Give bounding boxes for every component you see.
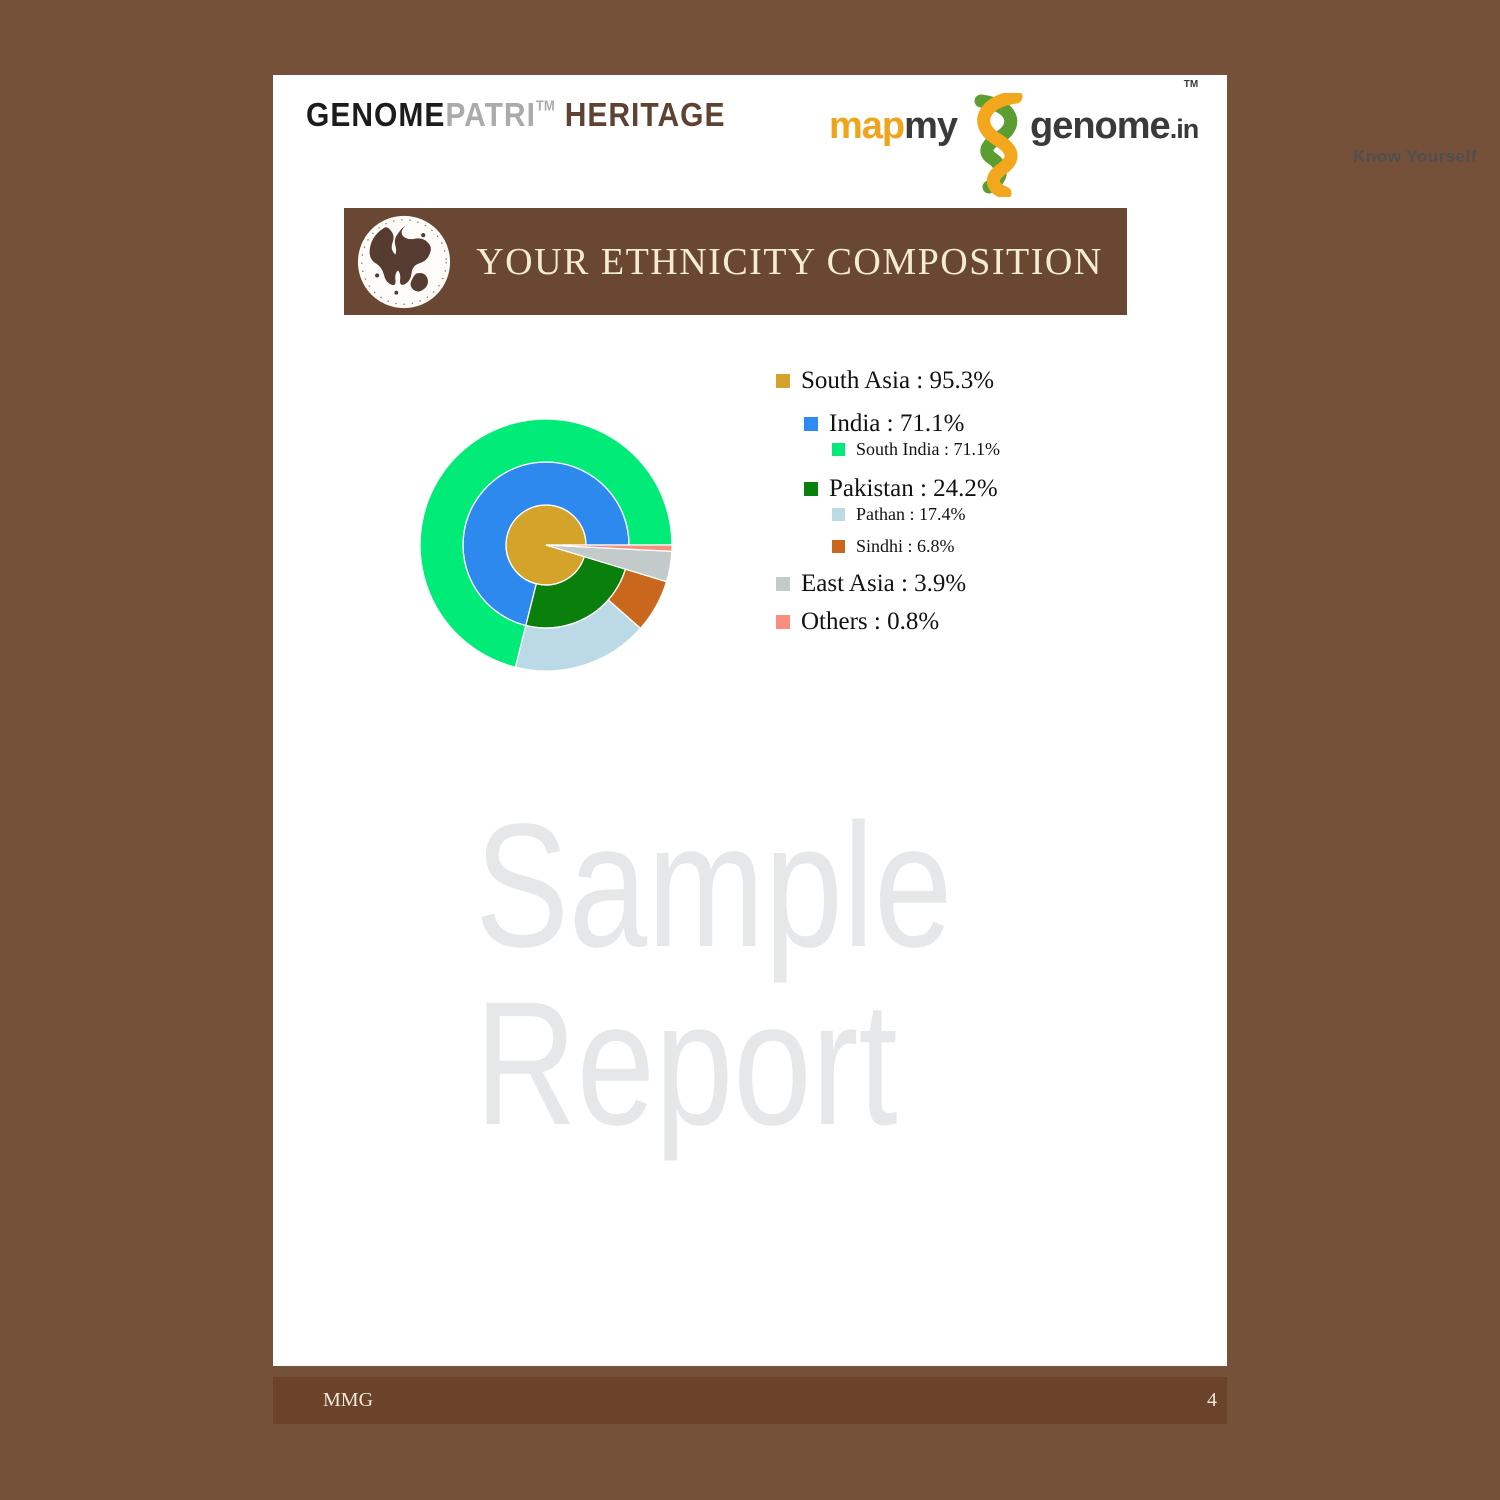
sample-report-watermark: Sample Report <box>475 797 952 1153</box>
brand-patri-text: PATRI <box>445 97 536 134</box>
legend-item: East Asia : 3.9% <box>776 569 1196 599</box>
ethnicity-sunburst-chart <box>419 418 673 672</box>
legend-item: India : 71.1% <box>776 409 1196 439</box>
legend-label: South India : 71.1% <box>856 439 1000 459</box>
logo-tagline: Know Yourself <box>1353 147 1477 166</box>
page-number: 4 <box>1207 1389 1217 1411</box>
report-page: GENOMEPATRITM HERITAGE mapmy genome TM .in … <box>273 75 1477 1366</box>
sunburst-slice-others <box>545 544 673 553</box>
legend-item: Others : 0.8% <box>776 607 1196 637</box>
watermark-line: Report <box>475 966 898 1162</box>
logo-mapmy-text: mapmy <box>829 105 958 148</box>
legend-swatch <box>832 540 845 553</box>
dna-helix-icon <box>974 93 1023 197</box>
chart-legend: South Asia : 95.3% India : 71.1% South Ind… <box>776 366 1196 637</box>
logo-my-text: my <box>904 105 958 147</box>
genomepatri-heritage-logo: GENOMEPATRITM HERITAGE <box>306 97 725 135</box>
legend-swatch <box>776 374 790 388</box>
legend-swatch <box>804 482 818 496</box>
logo-in-text: .in <box>1169 114 1199 144</box>
trademark-symbol: TM <box>1183 79 1199 90</box>
legend-swatch <box>832 508 845 521</box>
legend-item: Sindhi : 6.8% <box>776 536 1196 557</box>
mapmygenome-logo: mapmy genome TM .in Know Yourself <box>829 79 1479 213</box>
legend-label: East Asia : 3.9% <box>801 570 967 597</box>
legend-label: Sindhi : 6.8% <box>856 536 955 556</box>
legend-label: India : 71.1% <box>829 410 965 437</box>
footer-bar: MMG 4 <box>273 1377 1227 1424</box>
sunburst-slice-south-india <box>419 418 673 669</box>
legend-label: South Asia : 95.3% <box>801 367 995 394</box>
legend-swatch <box>776 615 790 629</box>
section-title: YOUR ETHNICITY COMPOSITION <box>476 240 1103 283</box>
legend-item: South Asia : 95.3% <box>776 366 1196 396</box>
legend-item: Pathan : 17.4% <box>776 504 1196 525</box>
logo-map-text: map <box>829 105 905 147</box>
footer-brand: MMG <box>323 1389 374 1411</box>
legend-swatch <box>804 417 818 431</box>
logo-genome-word: genome <box>1030 105 1171 147</box>
watermark-line: Sample <box>475 788 953 984</box>
globe-icon <box>357 215 451 308</box>
brand-genome-text: GENOME <box>306 97 446 134</box>
logo-genome-text: genome TM .in <box>1030 79 1199 148</box>
legend-swatch <box>832 443 845 456</box>
legend-label: Pathan : 17.4% <box>856 504 966 524</box>
section-banner: YOUR ETHNICITY COMPOSITION <box>344 208 1127 315</box>
legend-swatch <box>776 577 790 591</box>
legend-label: Pakistan : 24.2% <box>829 475 998 502</box>
legend-item: Pakistan : 24.2% <box>776 474 1196 504</box>
legend-label: Others : 0.8% <box>801 608 940 635</box>
brand-heritage-text: HERITAGE <box>564 97 726 134</box>
legend-item: South India : 71.1% <box>776 439 1196 460</box>
trademark-symbol: TM <box>535 97 555 114</box>
